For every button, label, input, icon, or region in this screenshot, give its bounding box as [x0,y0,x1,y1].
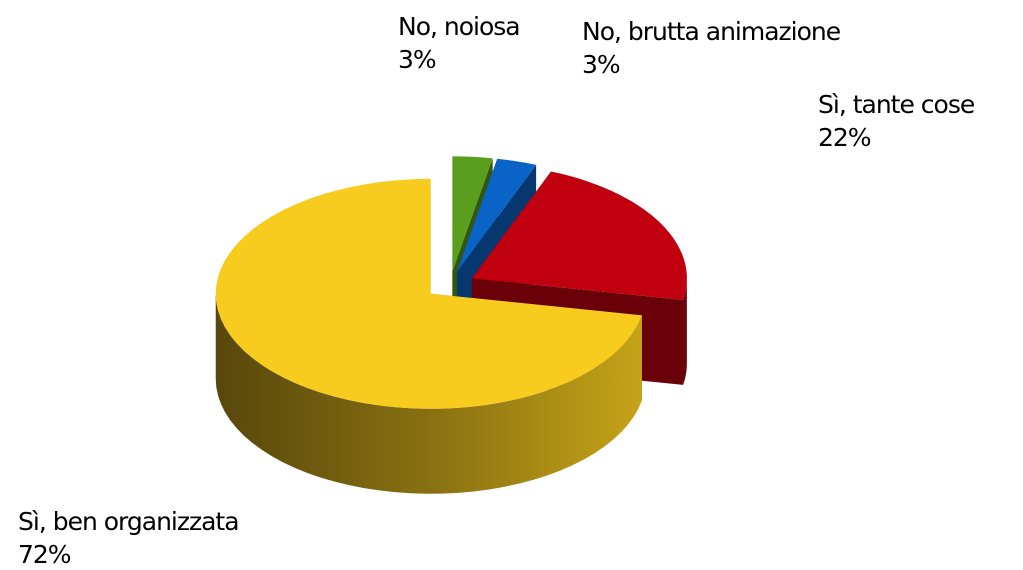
slice-top [456,158,537,272]
slice-label: Sì, tante cose [818,90,975,119]
slice-label: Sì, ben organizzata [18,507,239,536]
slice-wall [683,278,687,385]
slice-label: No, noiosa [398,12,520,41]
slice-top [452,156,493,272]
slice-value-label: 22% [818,123,871,152]
slice-top [471,171,687,300]
slice-top [215,178,642,409]
slice-wall [215,293,642,494]
pie-slice [215,178,642,494]
slice-label: No, brutta animazione [582,17,841,46]
slice-value-label: 3% [582,50,620,79]
slice-value-label: 72% [18,540,71,569]
slice-value-label: 3% [398,45,436,74]
